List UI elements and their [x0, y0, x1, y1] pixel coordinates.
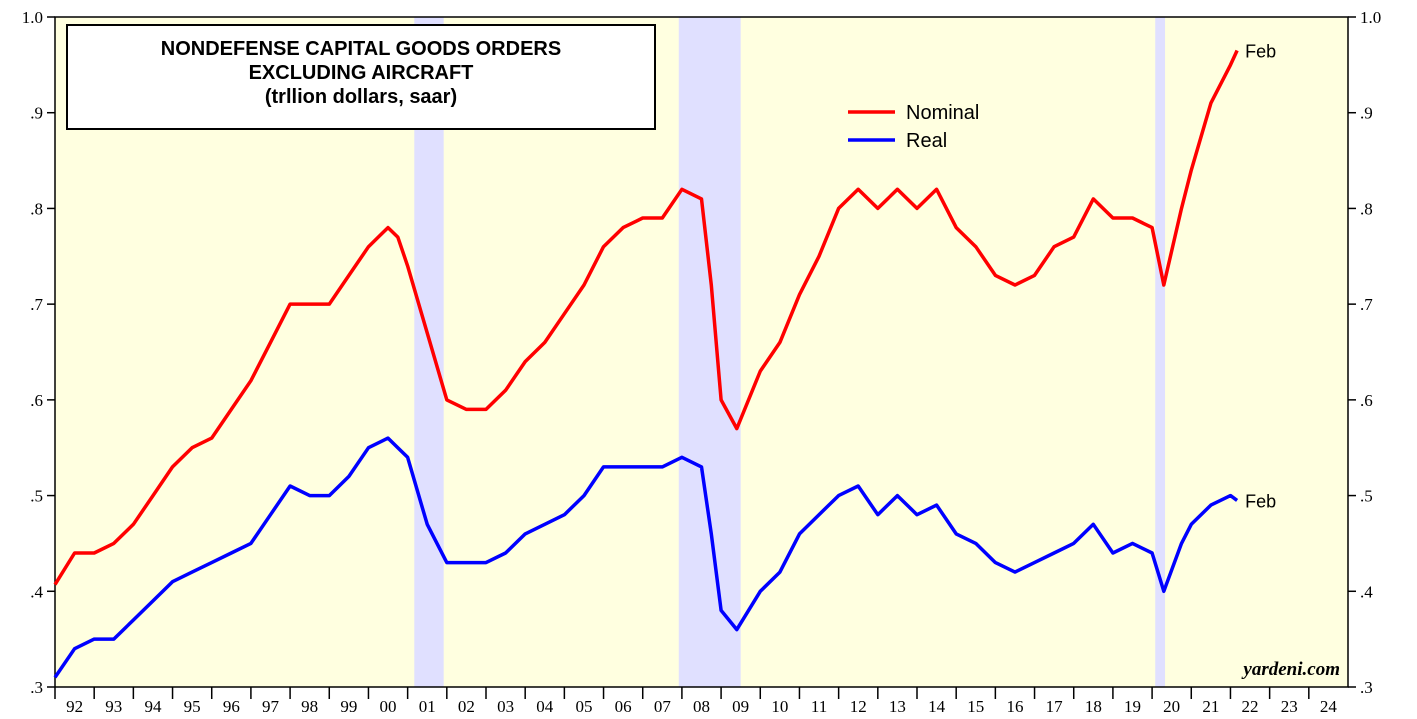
y-tick-label: .8	[30, 199, 43, 218]
x-tick-label: 16	[1006, 697, 1023, 716]
x-tick-label: 04	[536, 697, 554, 716]
x-tick-label: 24	[1320, 697, 1338, 716]
x-tick-label: 18	[1085, 697, 1102, 716]
x-tick-label: 13	[889, 697, 906, 716]
x-tick-label: 22	[1242, 697, 1259, 716]
x-tick-label: 08	[693, 697, 710, 716]
chart-title: NONDEFENSE CAPITAL GOODS ORDERS	[161, 38, 561, 60]
y-tick-label: .6	[30, 391, 43, 410]
y-tick-label: .9	[30, 104, 43, 123]
title-box	[66, 24, 656, 130]
recession-band	[1155, 17, 1166, 687]
y2-tick-label: .8	[1360, 199, 1373, 218]
x-tick-label: 92	[66, 697, 83, 716]
x-tick-label: 12	[850, 697, 867, 716]
y-tick-label: .7	[30, 295, 43, 314]
y-tick-label: .3	[30, 678, 43, 697]
x-tick-label: 11	[811, 697, 827, 716]
y2-tick-label: .6	[1360, 391, 1373, 410]
x-tick-label: 19	[1124, 697, 1141, 716]
recession-band	[678, 17, 741, 687]
x-tick-label: 23	[1281, 697, 1298, 716]
y2-tick-label: .5	[1360, 487, 1373, 506]
legend-label: Real	[906, 130, 947, 152]
x-tick-label: 10	[771, 697, 788, 716]
x-tick-label: 02	[458, 697, 475, 716]
x-tick-label: 14	[928, 697, 946, 716]
x-tick-label: 96	[223, 697, 240, 716]
x-tick-label: 97	[262, 697, 280, 716]
x-tick-label: 03	[497, 697, 514, 716]
y-tick-label: .5	[30, 487, 43, 506]
x-tick-label: 09	[732, 697, 749, 716]
data-line	[53, 436, 1239, 679]
x-tick-label: 17	[1046, 697, 1064, 716]
plot-frame	[54, 16, 1349, 688]
y2-tick-label: .4	[1360, 582, 1373, 601]
x-tick-label: 99	[340, 697, 357, 716]
x-tick-label: 94	[144, 697, 162, 716]
x-tick-label: 01	[419, 697, 436, 716]
y2-tick-label: 1.0	[1360, 8, 1381, 27]
x-tick-label: 93	[105, 697, 122, 716]
x-tick-label: 05	[575, 697, 592, 716]
x-tick-label: 95	[184, 697, 201, 716]
x-tick-label: 07	[654, 697, 672, 716]
y2-tick-label: .3	[1360, 678, 1373, 697]
x-tick-label: 15	[967, 697, 984, 716]
x-tick-label: 00	[380, 697, 397, 716]
y-tick-label: .4	[30, 582, 43, 601]
y2-tick-label: .7	[1360, 295, 1373, 314]
legend-label: Nominal	[906, 102, 979, 124]
x-tick-label: 21	[1202, 697, 1219, 716]
chart-title: EXCLUDING AIRCRAFT	[249, 62, 474, 84]
x-tick-label: 20	[1163, 697, 1180, 716]
source: yardeni.com	[1241, 659, 1340, 680]
y-tick-label: 1.0	[22, 8, 43, 27]
x-tick-label: 06	[615, 697, 632, 716]
data-line	[53, 49, 1239, 586]
chart-title: (trllion dollars, saar)	[265, 86, 457, 108]
end-label: Feb	[1245, 491, 1276, 511]
y2-tick-label: .9	[1360, 104, 1373, 123]
x-tick-label: 98	[301, 697, 318, 716]
end-label: Feb	[1245, 42, 1276, 62]
